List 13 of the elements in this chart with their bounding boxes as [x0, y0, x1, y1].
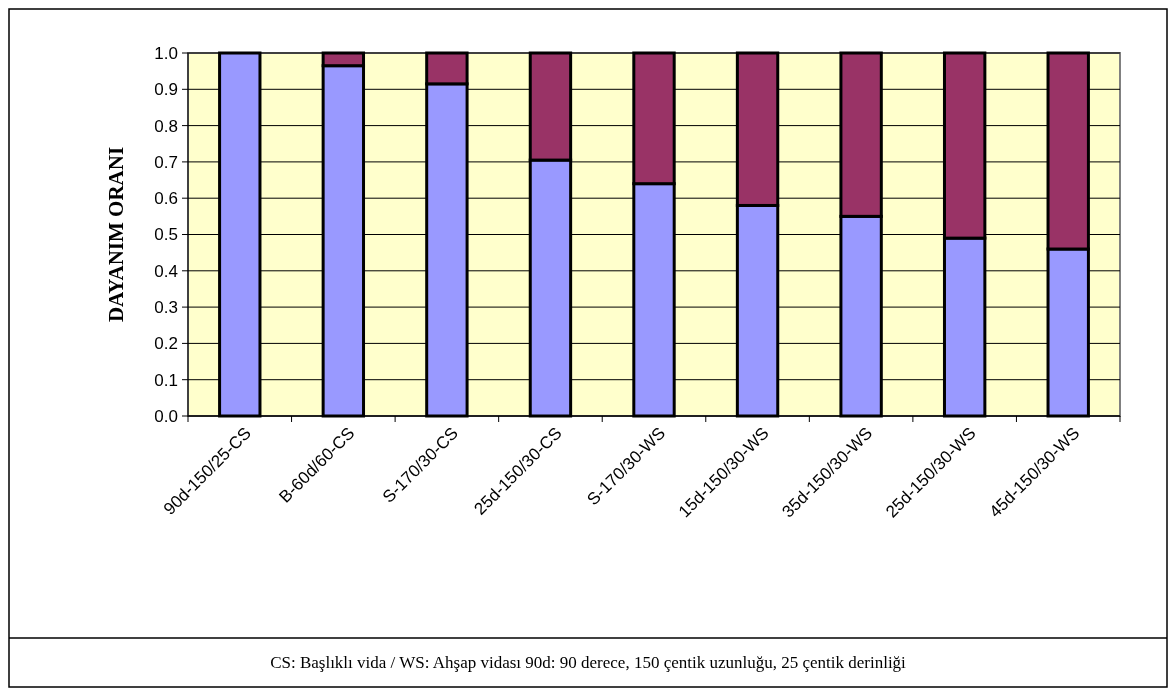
- y-axis-title: DAYANIM ORANI: [104, 146, 128, 323]
- text: CS: Başlıklı vida / WS: Ahşap vidası 90d: 90 derece, 150 çentik uzunluğu, 25 çentik derinliği: [270, 653, 907, 672]
- y-tick-label: 0.0: [154, 406, 178, 426]
- y-tick-label: 1.0: [154, 43, 178, 63]
- y-tick-label: 0.7: [154, 152, 178, 172]
- y-tick-label: 0.9: [154, 80, 178, 100]
- y-tick-label: 0.4: [154, 261, 178, 281]
- y-tick-label: 0.1: [154, 370, 178, 390]
- y-tick-label: 0.3: [154, 298, 178, 318]
- y-tick-label: 0.5: [154, 225, 178, 245]
- y-tick-label: 0.6: [154, 189, 178, 209]
- y-tick-label: 0.2: [154, 334, 178, 354]
- y-tick-label: 0.8: [154, 116, 178, 136]
